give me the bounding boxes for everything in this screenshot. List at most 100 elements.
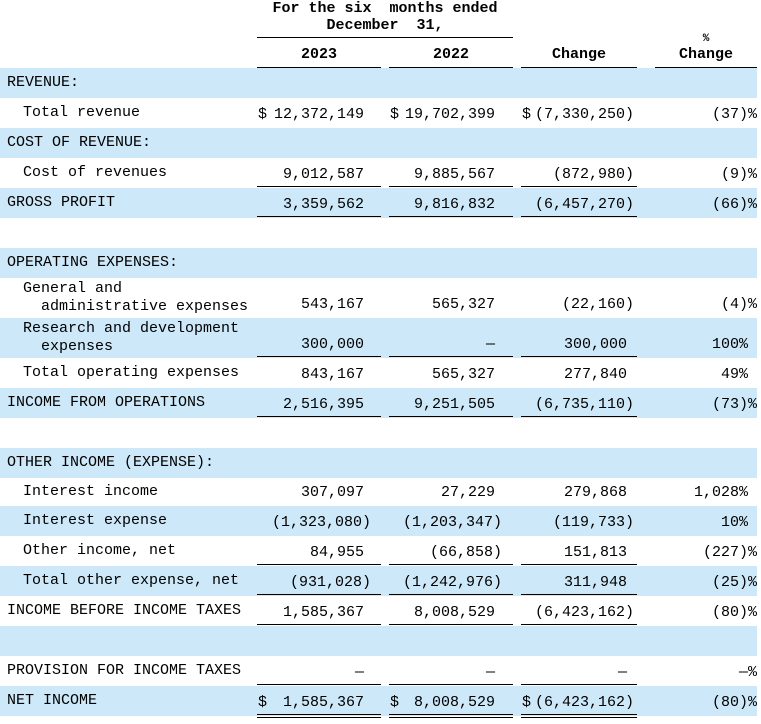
cell-value: 100% (711, 336, 748, 353)
cell-value: (4)% (720, 296, 757, 313)
cell-value: 300,000 (563, 336, 627, 353)
currency-sign: $ (258, 694, 268, 711)
cell-value: — (485, 664, 495, 681)
underline (389, 624, 513, 625)
cell-value: (66,858) (429, 544, 502, 561)
currency-sign: $ (522, 694, 532, 711)
cell-value: (25)% (711, 574, 757, 591)
cell-value: 9,012,587 (282, 166, 364, 183)
column-header: Change (551, 46, 606, 63)
cell-value: (80)% (711, 604, 757, 621)
cell-value: 8,008,529 (413, 604, 495, 621)
cell-value: (6,423,162) (534, 694, 634, 711)
cell-value: 12,372,149 (273, 106, 364, 123)
underline (389, 564, 513, 565)
header-rule (257, 67, 381, 68)
cell-value: 843,167 (300, 366, 364, 383)
underline (521, 624, 637, 625)
row-label: Total operating expenses (23, 364, 240, 381)
row-shade (0, 448, 757, 478)
row-shade (0, 188, 757, 218)
cell-value: (9)% (720, 166, 757, 183)
row-label: Interest income (23, 483, 159, 500)
row-shade (0, 318, 757, 358)
column-header: Change (678, 46, 733, 63)
cell-value: (931,028) (289, 574, 371, 591)
row-label: Total other expense, net (23, 572, 240, 589)
cell-value: 9,816,832 (413, 196, 495, 213)
underline (521, 714, 637, 715)
underline (521, 717, 637, 718)
currency-sign: $ (522, 106, 532, 123)
row-label: OTHER INCOME (EXPENSE): (7, 454, 215, 471)
cell-value: 1,585,367 (282, 604, 364, 621)
row-shade (0, 248, 757, 278)
cell-value: (227)% (702, 544, 757, 561)
row-shade (0, 626, 757, 656)
row-shade (0, 566, 757, 596)
currency-sign: $ (258, 106, 268, 123)
cell-value: 279,868 (563, 484, 627, 501)
row-shade (0, 506, 757, 536)
cell-value: (22,160) (561, 296, 634, 313)
row-shade (0, 686, 757, 716)
cell-value: (7,330,250) (534, 106, 634, 123)
row-label: INCOME BEFORE INCOME TAXES (7, 602, 242, 619)
row-label: administrative expenses (41, 298, 249, 315)
cell-value: 3,359,562 (282, 196, 364, 213)
cell-value: — (354, 664, 364, 681)
row-label: Research and development (23, 320, 240, 337)
underline (521, 564, 637, 565)
cell-value: 27,229 (440, 484, 495, 501)
cell-value: (6,735,110) (534, 396, 634, 413)
cell-value: (6,457,270) (534, 196, 634, 213)
cell-value: 84,955 (309, 544, 364, 561)
row-label: INCOME FROM OPERATIONS (7, 394, 206, 411)
row-label: COST OF REVENUE: (7, 134, 152, 151)
underline (389, 717, 513, 718)
currency-sign: $ (390, 694, 400, 711)
underline (257, 356, 381, 357)
underline (389, 714, 513, 715)
period-line: For the six months ended (272, 0, 498, 17)
cell-value: 565,327 (431, 296, 495, 313)
header-rule (257, 37, 513, 38)
underline (521, 684, 637, 685)
cell-value: 300,000 (300, 336, 364, 353)
underline (389, 594, 513, 595)
cell-value: 1,028% (693, 484, 748, 501)
row-label: REVENUE: (7, 74, 80, 91)
underline (257, 216, 381, 217)
cell-value: 8,008,529 (413, 694, 495, 711)
row-label: GROSS PROFIT (7, 194, 116, 211)
cell-value: (872,980) (552, 166, 634, 183)
cell-value: 9,885,567 (413, 166, 495, 183)
header-rule (389, 67, 513, 68)
cell-value: (6,423,162) (534, 604, 634, 621)
cell-value: 307,097 (300, 484, 364, 501)
underline (389, 356, 513, 357)
cell-value: — (485, 336, 495, 353)
cell-value: (37)% (711, 106, 757, 123)
cell-value: 19,702,399 (404, 106, 495, 123)
underline (257, 186, 381, 187)
cell-value: 9,251,505 (413, 396, 495, 413)
underline (257, 714, 381, 715)
underline (257, 416, 381, 417)
cell-value: 10% (720, 514, 748, 531)
cell-value: 1,585,367 (282, 694, 364, 711)
header-rule (655, 67, 757, 68)
row-shade (0, 388, 757, 418)
column-header: 2022 (432, 46, 469, 63)
underline (521, 186, 637, 187)
underline (389, 416, 513, 417)
row-label: NET INCOME (7, 692, 98, 709)
column-header: 2023 (300, 46, 337, 63)
cell-value: 311,948 (563, 574, 627, 591)
row-shade (0, 128, 757, 158)
underline (257, 564, 381, 565)
row-label: PROVISION FOR INCOME TAXES (7, 662, 242, 679)
underline (389, 216, 513, 217)
underline (257, 594, 381, 595)
